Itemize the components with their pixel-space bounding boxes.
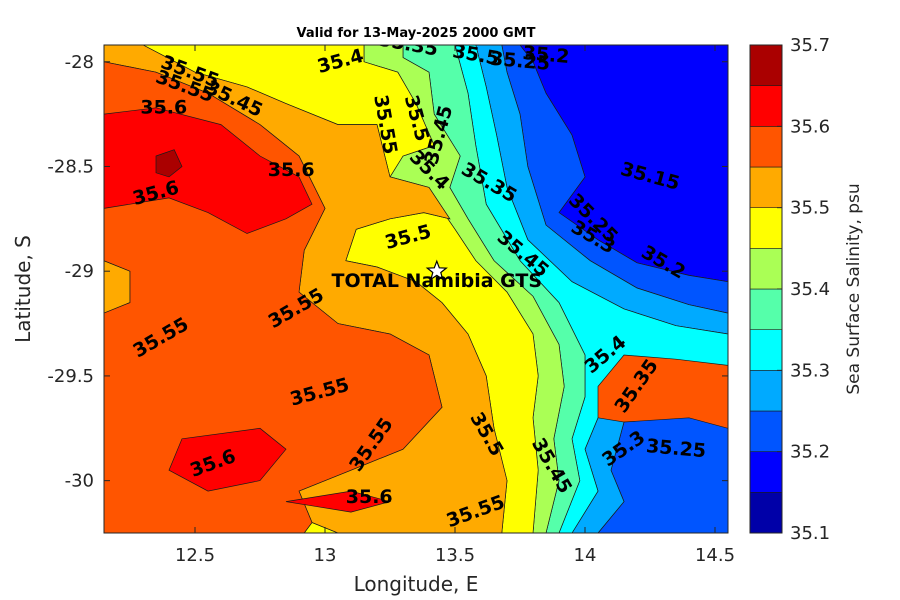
station-label: TOTAL Namibia GTS — [332, 270, 543, 292]
colorbar-tick-label: 35.7 — [790, 35, 830, 56]
contour-band-35.65-35.7 — [155, 149, 183, 178]
colorbar-swatch — [749, 451, 783, 493]
y-tick-label: -29 — [65, 261, 94, 282]
colorbar: 35.1 35.2 35.3 35.4 35.5 35.6 35.7 — [749, 35, 830, 544]
colorbar-swatch — [749, 369, 783, 412]
colorbar-swatch — [749, 207, 783, 249]
contour-label: 35.25 — [645, 435, 707, 462]
contour-label: 35.6 — [140, 96, 187, 118]
colorbar-swatch — [749, 126, 783, 168]
colorbar-tick-label: 35.2 — [790, 442, 830, 463]
contour-label: 35.6 — [268, 159, 315, 181]
y-tick-label: -29.5 — [47, 366, 94, 387]
colorbar-swatch — [749, 288, 783, 331]
y-tick-label: -30 — [65, 471, 94, 492]
x-tick-label: 13 — [314, 545, 337, 566]
y-tick-label: -28 — [65, 52, 94, 73]
x-axis-label: Longitude, E — [354, 572, 479, 596]
plot-frame — [103, 44, 729, 534]
contour-label: 35.6 — [346, 486, 393, 508]
contour-label: 35.25 — [489, 48, 551, 75]
x-tick-label: 12.5 — [175, 545, 215, 566]
contour-bands — [104, 45, 728, 533]
y-tick-label: -28.5 — [47, 156, 94, 177]
colorbar-swatch — [749, 44, 783, 87]
colorbar-tick-label: 35.4 — [790, 279, 830, 300]
x-tick-label: 13.5 — [435, 545, 475, 566]
colorbar-swatch — [749, 491, 783, 534]
colorbar-label: Sea Surface Salinity, psu — [844, 183, 864, 394]
colorbar-swatch — [749, 248, 783, 290]
colorbar-swatch — [749, 410, 783, 453]
colorbar-tick-label: 35.6 — [790, 116, 830, 137]
colorbar-tick-label: 35.5 — [790, 198, 830, 219]
x-tick-label: 14.5 — [695, 545, 735, 566]
x-tick-label: 14 — [574, 545, 597, 566]
colorbar-tick-label: 35.3 — [790, 360, 830, 381]
colorbar-swatch — [749, 85, 783, 127]
station-star-icon — [425, 259, 448, 281]
y-axis: -28 -28.5 -29 -29.5 -30 — [47, 52, 728, 492]
chart-title: Valid for 13-May-2025 2000 GMT — [297, 26, 536, 41]
annotations: TOTAL Namibia GTS — [332, 259, 543, 292]
contour-label: 35.2 — [522, 42, 571, 68]
y-axis-label: Latitude, S — [11, 235, 35, 343]
contour-band-35.6-35.65 — [104, 107, 392, 513]
colorbar-swatch — [749, 329, 783, 371]
colorbar-swatch — [749, 166, 783, 209]
colorbar-tick-label: 35.1 — [790, 523, 830, 544]
x-axis: 12.5 13 13.5 14 14.5 — [175, 45, 735, 566]
